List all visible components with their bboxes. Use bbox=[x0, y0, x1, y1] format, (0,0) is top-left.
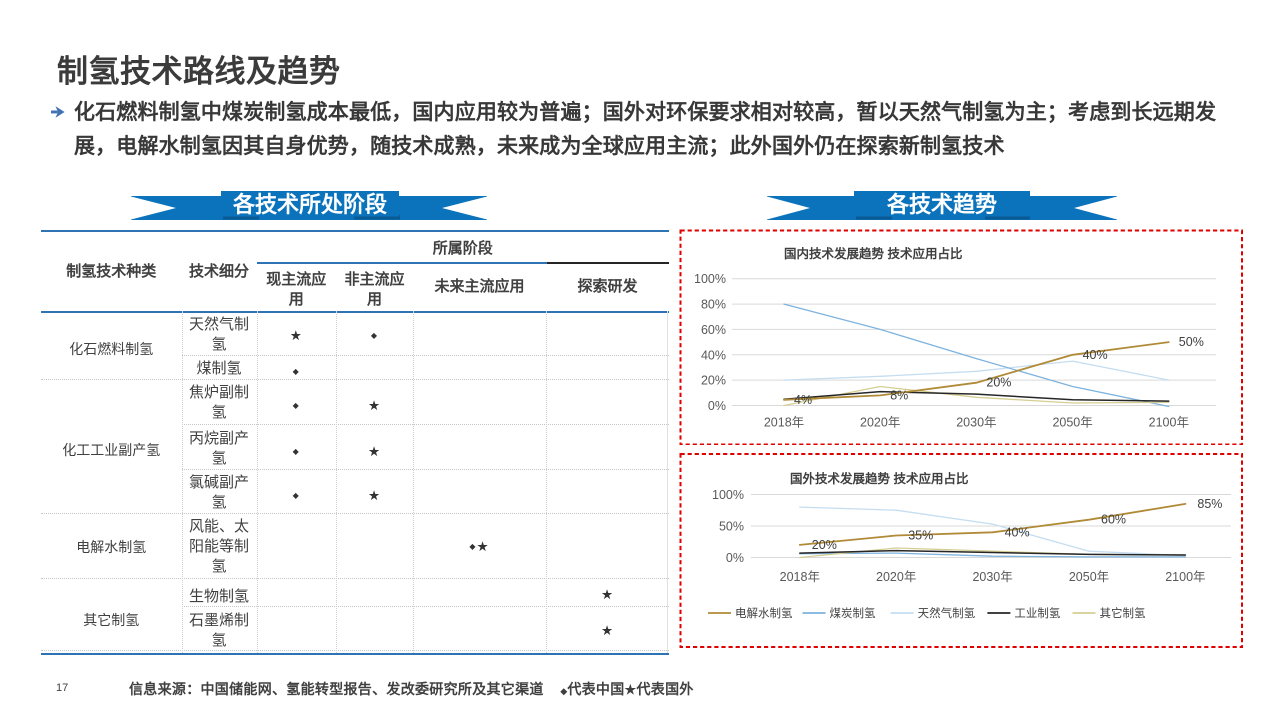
svg-text:2030年: 2030年 bbox=[956, 416, 996, 430]
svg-text:20%: 20% bbox=[812, 538, 837, 552]
svg-text:工业制氢: 工业制氢 bbox=[1014, 606, 1060, 620]
svg-text:2100年: 2100年 bbox=[1165, 570, 1205, 584]
svg-text:50%: 50% bbox=[1179, 335, 1204, 349]
svg-text:其它制氢: 其它制氢 bbox=[1100, 606, 1146, 620]
svg-text:0%: 0% bbox=[726, 551, 744, 565]
svg-text:电解水制氢: 电解水制氢 bbox=[735, 606, 793, 620]
svg-text:2100年: 2100年 bbox=[1149, 416, 1189, 430]
svg-text:煤炭制氢: 煤炭制氢 bbox=[830, 606, 876, 620]
svg-text:2050年: 2050年 bbox=[1069, 570, 1109, 584]
svg-text:80%: 80% bbox=[701, 298, 726, 312]
svg-text:国内技术发展趋势 技术应用占比: 国内技术发展趋势 技术应用占比 bbox=[784, 246, 963, 261]
svg-text:35%: 35% bbox=[908, 529, 933, 543]
svg-text:100%: 100% bbox=[694, 272, 726, 286]
svg-text:天然气制氢: 天然气制氢 bbox=[918, 606, 976, 620]
svg-text:0%: 0% bbox=[708, 399, 726, 413]
svg-text:国外技术发展趋势 技术应用占比: 国外技术发展趋势 技术应用占比 bbox=[790, 471, 969, 486]
svg-text:40%: 40% bbox=[1083, 348, 1108, 362]
svg-text:20%: 20% bbox=[701, 374, 726, 388]
svg-text:2030年: 2030年 bbox=[972, 570, 1012, 584]
svg-text:2018年: 2018年 bbox=[764, 416, 804, 430]
svg-text:60%: 60% bbox=[701, 323, 726, 337]
svg-text:2018年: 2018年 bbox=[780, 570, 820, 584]
svg-text:8%: 8% bbox=[890, 388, 908, 402]
svg-text:2050年: 2050年 bbox=[1052, 416, 1092, 430]
svg-text:50%: 50% bbox=[719, 520, 744, 534]
svg-text:85%: 85% bbox=[1197, 497, 1222, 511]
svg-text:60%: 60% bbox=[1101, 513, 1126, 527]
svg-text:20%: 20% bbox=[986, 376, 1011, 390]
svg-text:4%: 4% bbox=[794, 393, 812, 407]
svg-text:2020年: 2020年 bbox=[860, 416, 900, 430]
svg-text:2020年: 2020年 bbox=[876, 570, 916, 584]
svg-text:40%: 40% bbox=[1005, 525, 1030, 539]
svg-text:40%: 40% bbox=[701, 348, 726, 362]
svg-text:100%: 100% bbox=[712, 488, 744, 502]
